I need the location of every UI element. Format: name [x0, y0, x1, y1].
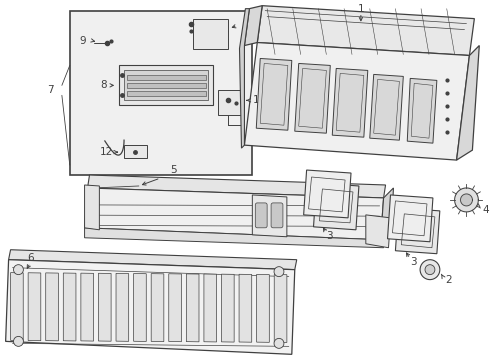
Polygon shape [461, 194, 472, 206]
Bar [70, 11, 252, 175]
Polygon shape [63, 273, 76, 341]
Polygon shape [81, 273, 94, 341]
Bar [127, 91, 206, 96]
FancyBboxPatch shape [255, 203, 267, 228]
Polygon shape [28, 273, 41, 341]
Circle shape [14, 265, 24, 275]
Polygon shape [119, 66, 213, 105]
Polygon shape [252, 195, 287, 237]
Polygon shape [88, 175, 386, 198]
Polygon shape [85, 185, 99, 230]
Polygon shape [193, 19, 228, 49]
Polygon shape [85, 228, 384, 248]
Text: 3: 3 [326, 231, 333, 241]
Circle shape [425, 265, 435, 275]
Text: 3: 3 [410, 257, 416, 267]
Polygon shape [388, 195, 433, 242]
Bar [127, 84, 206, 88]
FancyBboxPatch shape [271, 203, 283, 228]
Circle shape [274, 338, 284, 348]
Polygon shape [85, 188, 384, 240]
Text: 5: 5 [170, 165, 177, 175]
Polygon shape [366, 215, 391, 248]
Polygon shape [381, 188, 393, 240]
Polygon shape [395, 208, 440, 254]
Polygon shape [98, 273, 111, 341]
Polygon shape [239, 274, 252, 342]
Polygon shape [46, 273, 58, 341]
Text: 12: 12 [99, 147, 113, 157]
Polygon shape [257, 274, 270, 342]
Text: 8: 8 [100, 80, 107, 90]
Polygon shape [218, 90, 243, 115]
Text: 10: 10 [243, 18, 256, 28]
Polygon shape [245, 6, 262, 45]
Polygon shape [169, 274, 181, 342]
Polygon shape [314, 183, 359, 230]
Text: 9: 9 [80, 36, 86, 46]
Polygon shape [9, 250, 297, 270]
Text: 4: 4 [482, 205, 489, 215]
Polygon shape [151, 274, 164, 342]
Polygon shape [124, 71, 208, 100]
Polygon shape [304, 170, 351, 218]
Polygon shape [332, 68, 368, 137]
Polygon shape [457, 45, 479, 160]
Circle shape [420, 260, 440, 280]
Polygon shape [5, 260, 295, 354]
Polygon shape [221, 274, 234, 342]
Polygon shape [134, 274, 146, 341]
Text: 2: 2 [445, 275, 451, 285]
Polygon shape [407, 78, 437, 143]
Text: 11: 11 [252, 95, 266, 105]
Polygon shape [124, 145, 147, 158]
Polygon shape [455, 188, 478, 212]
Text: 1: 1 [358, 4, 364, 14]
Polygon shape [11, 273, 23, 341]
Bar [127, 75, 206, 80]
Polygon shape [186, 274, 199, 342]
Polygon shape [245, 42, 469, 160]
Text: 6: 6 [27, 253, 34, 263]
Polygon shape [240, 9, 249, 148]
Polygon shape [204, 274, 217, 342]
Circle shape [274, 267, 284, 276]
Polygon shape [256, 58, 292, 130]
Text: 7: 7 [47, 85, 53, 95]
Polygon shape [370, 75, 403, 140]
Polygon shape [257, 6, 474, 55]
Polygon shape [116, 273, 129, 341]
Circle shape [14, 336, 24, 346]
Polygon shape [295, 63, 330, 133]
Polygon shape [274, 275, 287, 342]
